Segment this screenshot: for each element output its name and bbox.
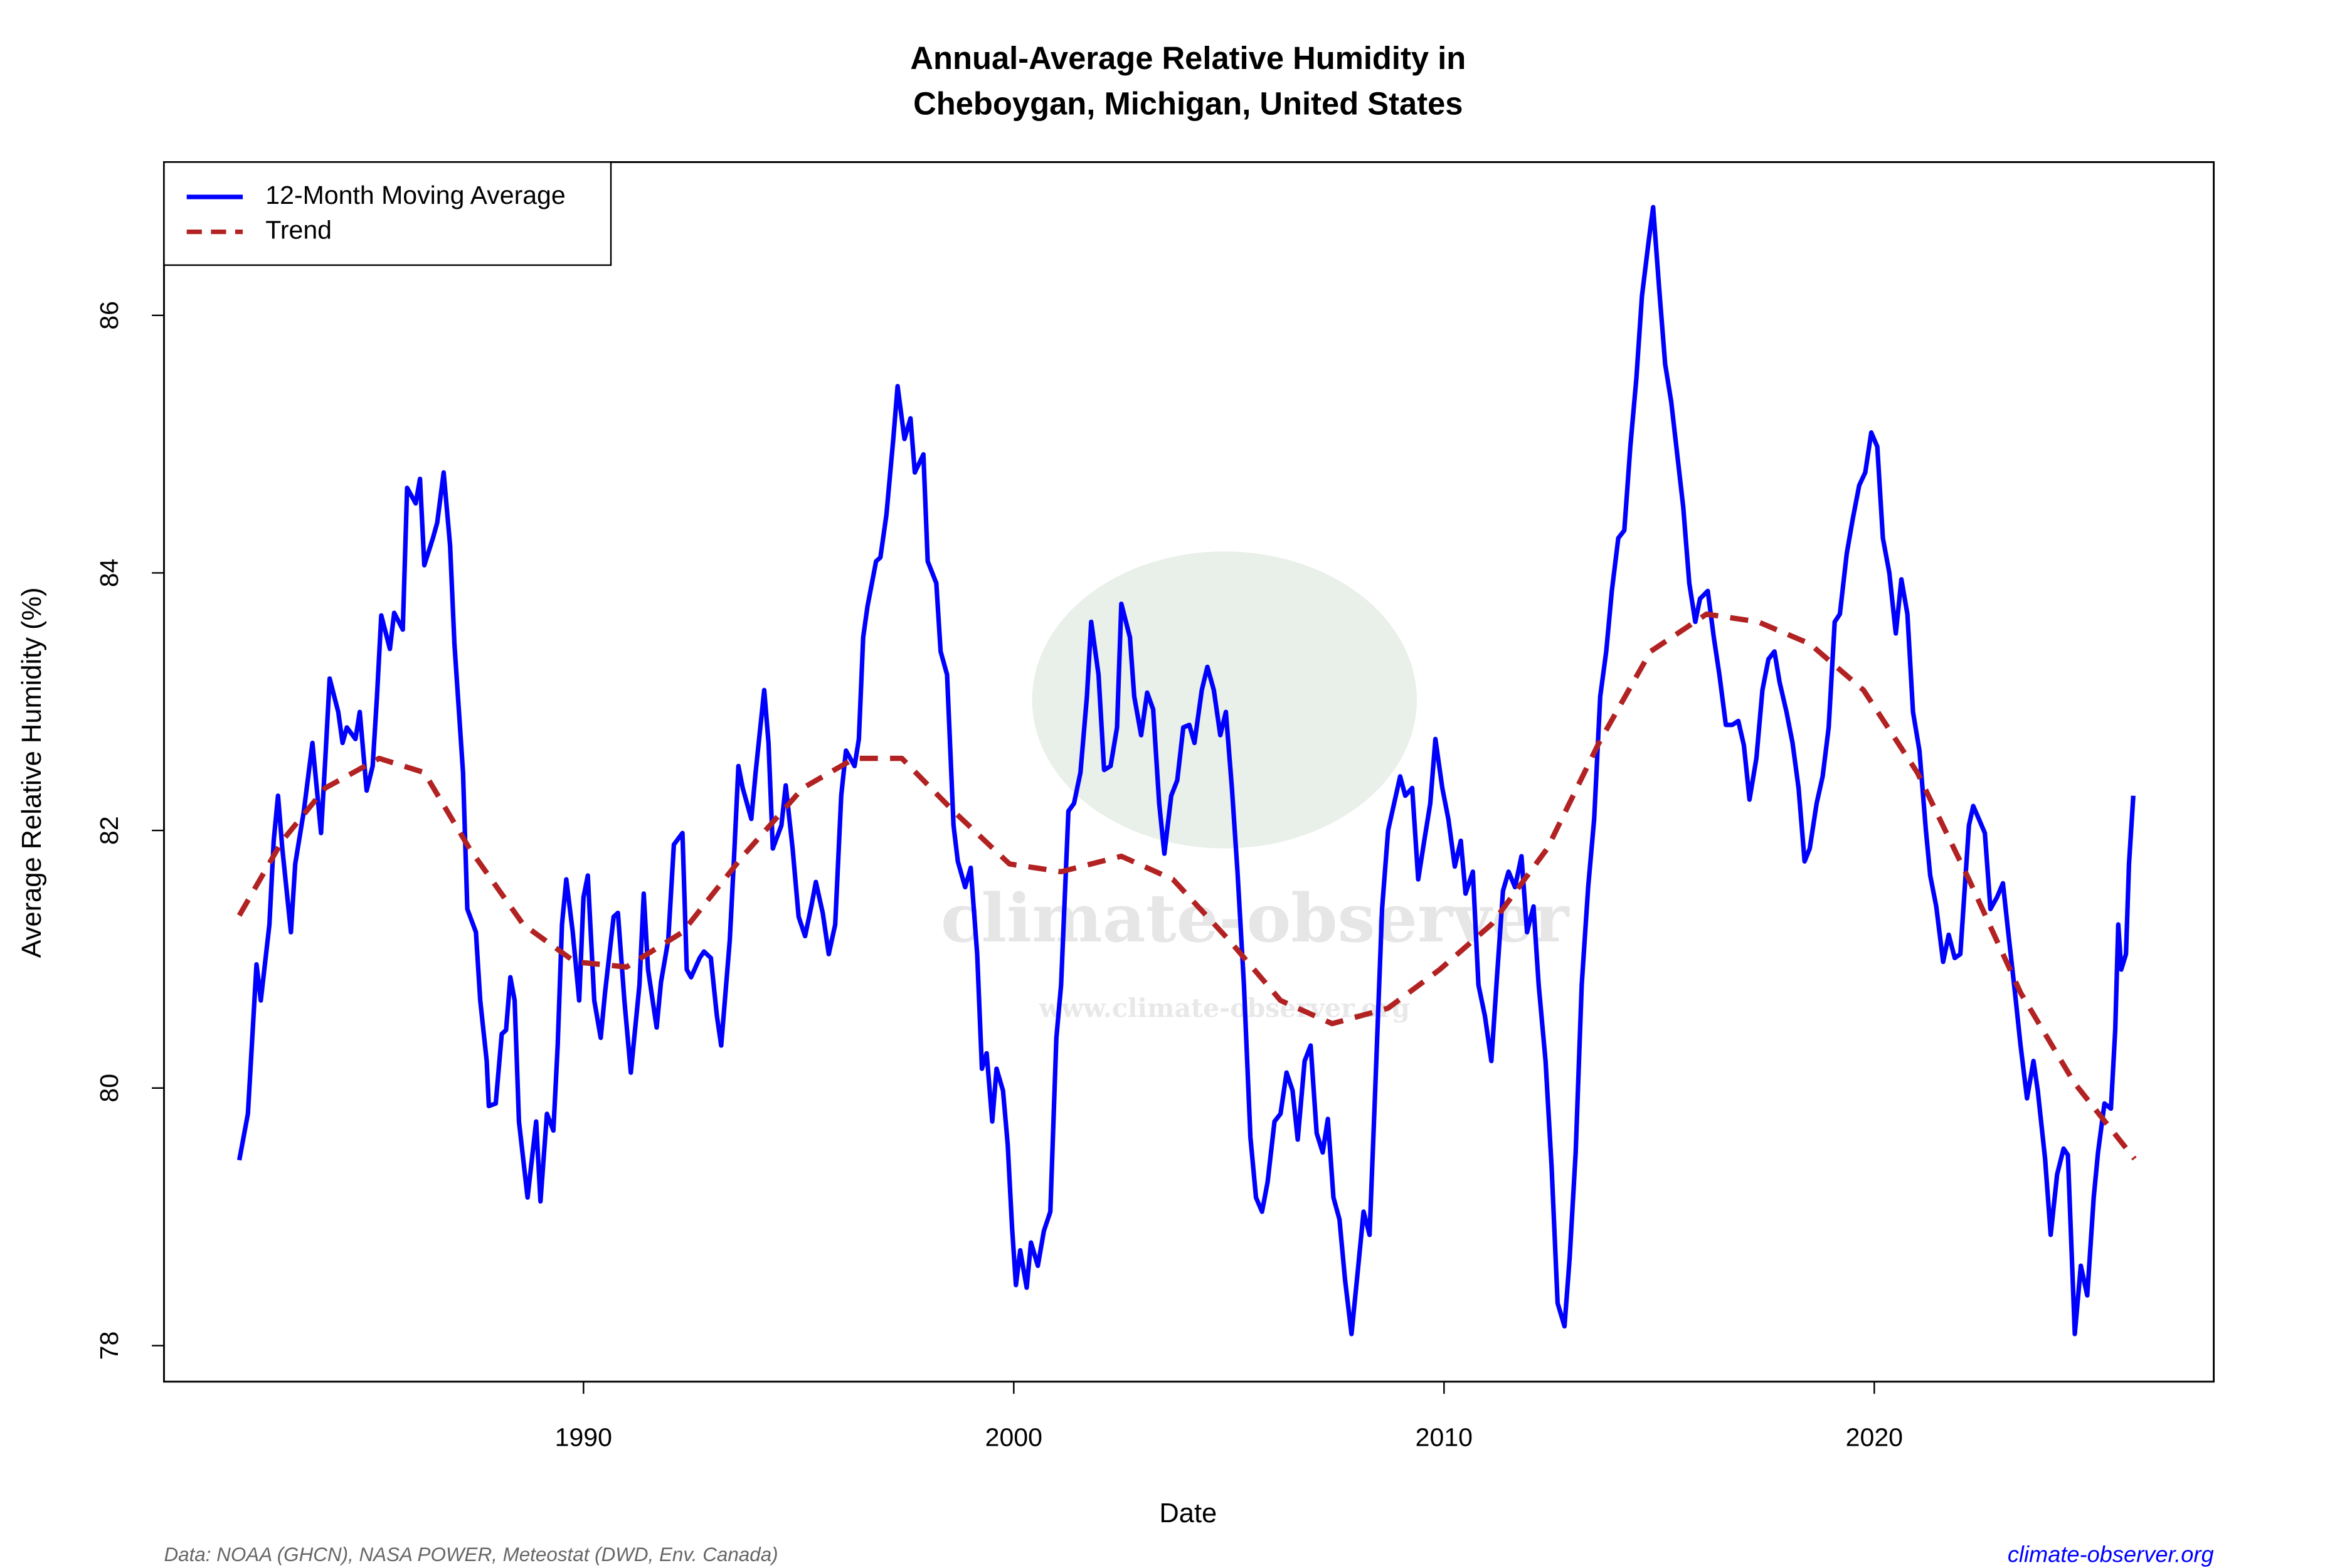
legend-label: Trend [265, 215, 332, 244]
plot-area [236, 204, 2137, 1337]
y-tick-label: 84 [95, 559, 124, 588]
y-tick-label: 80 [95, 1074, 124, 1103]
watermark-logo [1032, 551, 1417, 849]
legend-box [163, 161, 612, 266]
legend-label: 12-Month Moving Average [265, 181, 565, 209]
x-axis-label: Date [1159, 1498, 1217, 1528]
y-tick-label: 86 [95, 301, 124, 330]
chart-title: Cheboygan, Michigan, United States [913, 85, 1463, 121]
x-tick-label: 1990 [555, 1423, 612, 1452]
x-tick-label: 2000 [985, 1423, 1042, 1452]
x-tick-label: 2020 [1846, 1423, 1903, 1452]
source-note: Data: NOAA (GHCN), NASA POWER, Meteostat… [164, 1544, 778, 1565]
y-axis-label: Average Relative Humidity (%) [17, 587, 47, 958]
plot-frame [163, 161, 2215, 1383]
chart-title: Annual-Average Relative Humidity in [910, 40, 1466, 76]
site-link[interactable]: climate-observer.org [2008, 1541, 2214, 1567]
series-line [236, 204, 2136, 1337]
y-tick-label: 78 [95, 1332, 124, 1360]
y-tick-label: 82 [95, 816, 124, 845]
watermark: www.climate-observer.org [1039, 993, 1410, 1024]
x-tick-label: 2010 [1416, 1423, 1473, 1452]
series-line [236, 611, 2137, 1161]
